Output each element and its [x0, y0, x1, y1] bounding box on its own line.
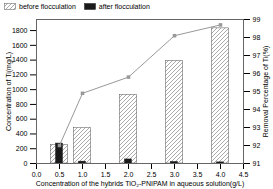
- svg-text:4.0: 4.0: [216, 171, 226, 178]
- svg-text:96: 96: [253, 70, 261, 77]
- svg-text:1800: 1800: [12, 27, 28, 34]
- svg-text:Concentration of Ti(mg/L): Concentration of Ti(mg/L): [5, 52, 13, 131]
- svg-text:2.5: 2.5: [147, 171, 157, 178]
- svg-text:1.0: 1.0: [78, 171, 88, 178]
- svg-text:97: 97: [253, 52, 261, 59]
- svg-text:94: 94: [253, 106, 261, 113]
- svg-text:400: 400: [16, 130, 28, 137]
- svg-text:1000: 1000: [12, 86, 28, 93]
- html-text:before flocculation: before flocculation: [19, 3, 76, 10]
- svg-text:91: 91: [253, 160, 261, 167]
- svg-text:1.5: 1.5: [101, 171, 111, 178]
- svg-text:3.5: 3.5: [193, 171, 203, 178]
- html-text:after flocculation: after flocculation: [98, 3, 150, 10]
- svg-text:98: 98: [253, 34, 261, 41]
- svg-text:1400: 1400: [12, 56, 28, 63]
- svg-text:Concentration of the hybrids T: Concentration of the hybrids TiO₂-PNIPAM…: [36, 180, 244, 188]
- svg-text:0.5: 0.5: [55, 171, 65, 178]
- svg-text:800: 800: [16, 101, 28, 108]
- svg-text:93: 93: [253, 124, 261, 131]
- svg-text:0: 0: [24, 160, 28, 167]
- svg-text:4.5: 4.5: [239, 171, 249, 178]
- svg-text:Removal Percentage of Ti(%): Removal Percentage of Ti(%): [262, 46, 270, 137]
- svg-text:1600: 1600: [12, 42, 28, 49]
- svg-text:200: 200: [16, 145, 28, 152]
- svg-text:95: 95: [253, 88, 261, 95]
- svg-text:600: 600: [16, 115, 28, 122]
- svg-text:3.0: 3.0: [170, 171, 180, 178]
- svg-text:99: 99: [253, 16, 261, 23]
- svg-text:92: 92: [253, 142, 261, 149]
- svg-text:0.0: 0.0: [32, 171, 42, 178]
- svg-text:1200: 1200: [12, 71, 28, 78]
- svg-text:2.0: 2.0: [124, 171, 134, 178]
